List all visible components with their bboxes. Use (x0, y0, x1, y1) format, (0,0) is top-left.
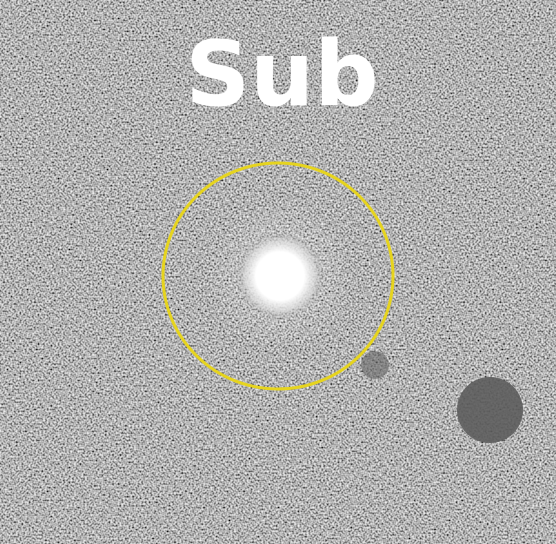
bright-source (236, 232, 324, 320)
image-label: Sub (185, 22, 378, 127)
faint-residual (361, 351, 389, 379)
dark-residual (457, 377, 523, 443)
aperture-circle (161, 161, 395, 391)
